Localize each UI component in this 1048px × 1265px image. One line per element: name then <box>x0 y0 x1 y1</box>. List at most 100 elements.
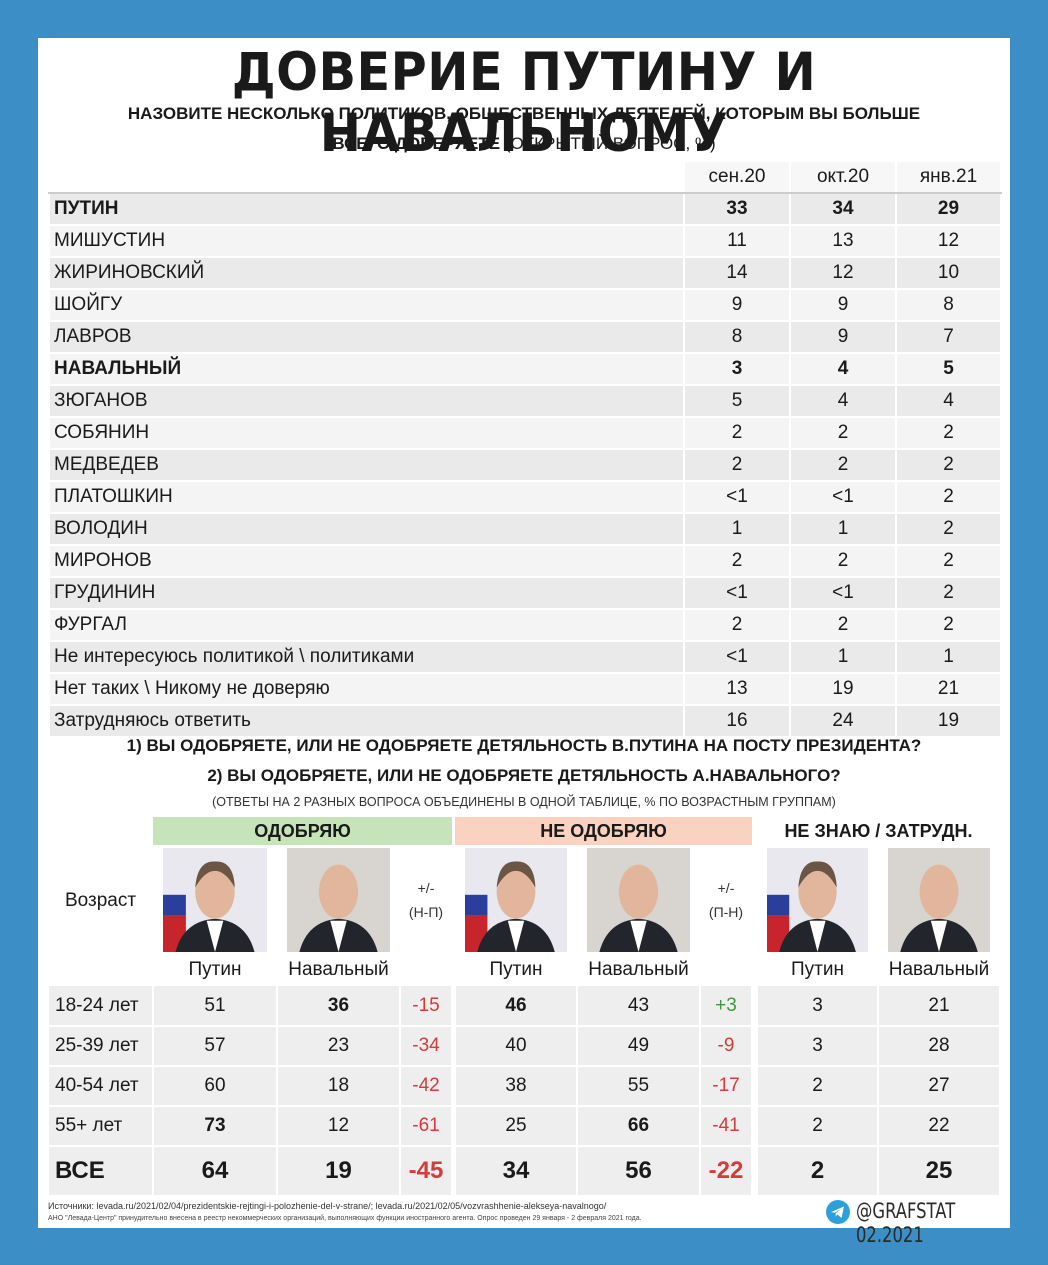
cell: 5 <box>683 384 791 418</box>
age-label: 18-24 лет <box>48 985 153 1026</box>
column-header: Путин <box>489 959 543 980</box>
cell: -9 <box>700 1026 752 1066</box>
sources: Источники: levada.ru/2021/02/04/preziden… <box>48 1201 607 1211</box>
cell: 22 <box>878 1106 1000 1146</box>
cell: 55 <box>577 1066 700 1106</box>
cell: <1 <box>789 576 897 610</box>
cell: 19 <box>895 704 1002 738</box>
portrait <box>888 848 990 952</box>
cell: 46 <box>455 985 577 1026</box>
row: ПУТИН 33 34 29 <box>48 192 1002 226</box>
group-header: НЕ ОДОБРЯЮ <box>455 817 752 845</box>
row-label: ПЛАТОШКИН <box>48 480 685 514</box>
disclaimer: АНО "Левада-Центр" принудительно внесена… <box>48 1215 642 1222</box>
age-label: 55+ лет <box>48 1106 153 1146</box>
cell: 2 <box>683 608 791 642</box>
column-header: Путин <box>791 959 844 980</box>
cell: 2 <box>789 416 897 450</box>
portrait <box>767 848 868 952</box>
row: Не интересуюсь политикой \ политиками <1 1… <box>48 640 1002 674</box>
row: ЗЮГАНОВ 5 4 4 <box>48 384 1002 418</box>
cell: 12 <box>895 224 1002 258</box>
cell: 4 <box>789 352 897 386</box>
diff-header-line: (П-Н) <box>708 904 744 920</box>
cell: +3 <box>700 985 752 1026</box>
cell: 19 <box>277 1146 400 1196</box>
age-label: 25-39 лет <box>48 1026 153 1066</box>
portrait-frame <box>465 848 567 957</box>
row: ГРУДИНИН <1 <1 2 <box>48 576 1002 610</box>
cell: 8 <box>683 320 791 354</box>
row-label: ШОЙГУ <box>48 288 685 322</box>
row-label: ЗЮГАНОВ <box>48 384 685 418</box>
cell: 2 <box>895 480 1002 514</box>
row: МИРОНОВ 2 2 2 <box>48 544 1002 578</box>
cell: -34 <box>400 1026 452 1066</box>
cell: 66 <box>577 1106 700 1146</box>
question: ВСЕГО ДОВЕРЯЕТЕ (ОТКРЫТЫЙ ВОПРОС, %) <box>0 134 1048 154</box>
column-header: Навальный <box>588 959 689 980</box>
portrait-frame <box>888 848 990 957</box>
question: 2) ВЫ ОДОБРЯЕТЕ, ИЛИ НЕ ОДОБРЯЕТЕ ДЕТЯЛЬ… <box>207 766 841 785</box>
row-label: ЖИРИНОВСКИЙ <box>48 256 685 290</box>
column-header: Навальный <box>288 959 389 980</box>
cell: 38 <box>455 1066 577 1106</box>
cell: 10 <box>895 256 1002 290</box>
age-header: Возраст <box>64 890 137 911</box>
cell: 1 <box>789 640 897 674</box>
cell: 2 <box>789 544 897 578</box>
cell: 51 <box>153 985 277 1026</box>
row: Нет таких \ Никому не доверяю 13 19 21 <box>48 672 1002 706</box>
cell: 1 <box>683 512 791 546</box>
cell: 12 <box>789 256 897 290</box>
cell: <1 <box>789 480 897 514</box>
cell: 2 <box>895 448 1002 482</box>
row: ФУРГАЛ 2 2 2 <box>48 608 1002 642</box>
cell: 8 <box>895 288 1002 322</box>
question: ВСЕГО ДОВЕРЯЕТЕ <box>332 134 501 153</box>
cell: 3 <box>757 985 878 1026</box>
cell: 29 <box>895 192 1002 226</box>
cell: 2 <box>683 448 791 482</box>
row: МИШУСТИН 11 13 12 <box>48 224 1002 258</box>
cell: 14 <box>683 256 791 290</box>
cell: 2 <box>895 416 1002 450</box>
cell: 3 <box>757 1026 878 1066</box>
cell: 36 <box>277 985 400 1026</box>
cell: 9 <box>789 320 897 354</box>
cell: 2 <box>895 576 1002 610</box>
row-label: СОБЯНИН <box>48 416 685 450</box>
cell: 13 <box>683 672 791 706</box>
cell: -45 <box>400 1146 452 1196</box>
portrait <box>587 848 690 952</box>
cell: 2 <box>895 512 1002 546</box>
column-header: янв.21 <box>895 160 1002 194</box>
question: НАЗОВИТЕ НЕСКОЛЬКО ПОЛИТИКОВ, ОБЩЕСТВЕНН… <box>127 104 921 123</box>
trust-table: сен.20 окт.20 янв.21 ПУТИН 33 34 29 МИШУСТИН 11 1… <box>48 160 1002 738</box>
cell: 60 <box>153 1066 277 1106</box>
cell: -41 <box>700 1106 752 1146</box>
cell: 2 <box>789 608 897 642</box>
cell: 1 <box>789 512 897 546</box>
cell: 18 <box>277 1066 400 1106</box>
row-label: Затрудняюсь ответить <box>48 704 685 738</box>
cell: 13 <box>789 224 897 258</box>
cell: 34 <box>789 192 897 226</box>
age-label: ВСЕ <box>48 1146 153 1196</box>
cell: 56 <box>577 1146 700 1196</box>
cell: 73 <box>153 1106 277 1146</box>
corner <box>48 160 685 194</box>
portrait-frame <box>163 848 267 957</box>
row: ПЛАТОШКИН <1 <1 2 <box>48 480 1002 514</box>
row: ШОЙГУ 9 9 8 <box>48 288 1002 322</box>
cell: <1 <box>683 480 791 514</box>
row: НАВАЛЬНЫЙ 3 4 5 <box>48 352 1002 386</box>
cell: 57 <box>153 1026 277 1066</box>
row-label: ПУТИН <box>48 192 685 226</box>
row: ВОЛОДИН 1 1 2 <box>48 512 1002 546</box>
question: 1) ВЫ ОДОБРЯЕТЕ, ИЛИ НЕ ОДОБРЯЕТЕ ДЕТЯЛЬ… <box>126 736 922 755</box>
cell: 7 <box>895 320 1002 354</box>
cell: 2 <box>757 1066 878 1106</box>
cell: 11 <box>683 224 791 258</box>
